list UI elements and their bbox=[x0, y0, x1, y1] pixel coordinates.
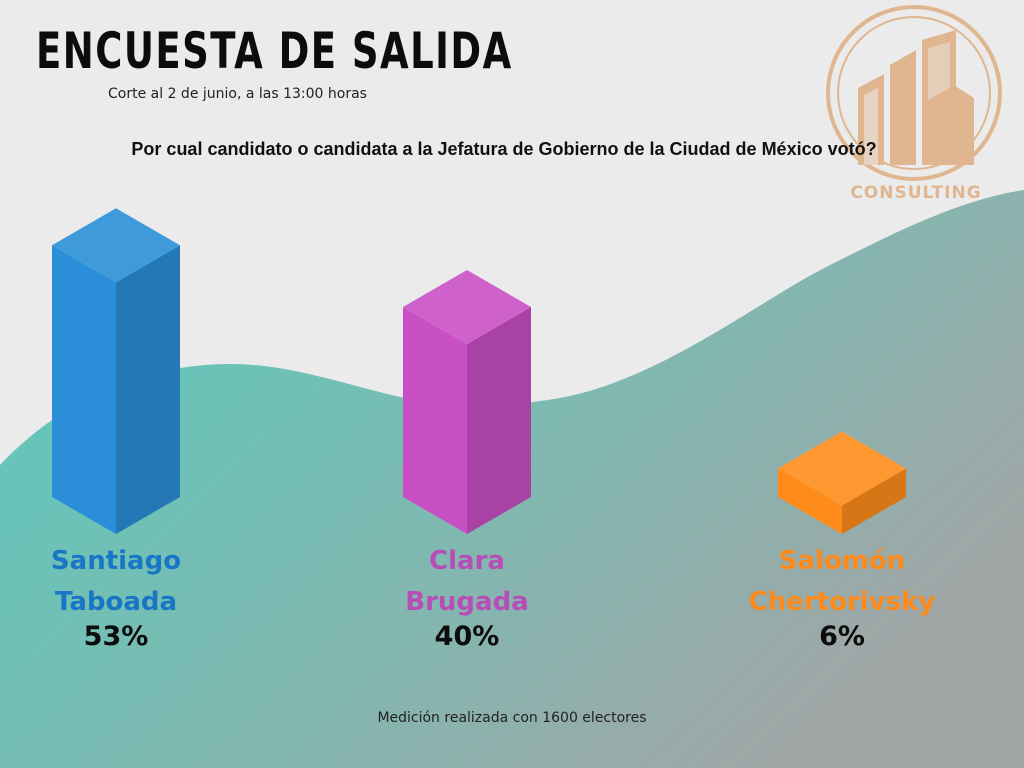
bar-left-face bbox=[778, 468, 842, 534]
bar-right-face bbox=[842, 468, 906, 534]
bar-right-face bbox=[116, 245, 180, 534]
bar-left-face bbox=[52, 245, 116, 534]
candidate-label-taboada: Santiago Taboada bbox=[0, 541, 246, 623]
footer-note: Medición realizada con 1600 electores bbox=[377, 710, 647, 726]
percent-label-brugada: 40% bbox=[434, 621, 500, 652]
bar-3 bbox=[778, 431, 906, 534]
bar-1 bbox=[52, 208, 180, 534]
candidate-last-name: Chertorivsky bbox=[748, 587, 936, 617]
building-logo-icon bbox=[826, 5, 1002, 181]
candidate-first-name: Santiago bbox=[50, 546, 182, 576]
bar-top-face bbox=[403, 270, 531, 344]
chart-question: Por cual candidato o candidata a la Jefa… bbox=[131, 139, 877, 159]
page-subtitle: Corte al 2 de junio, a las 13:00 horas bbox=[108, 86, 367, 102]
candidate-first-name: Salomón bbox=[778, 546, 906, 576]
bar-top-face bbox=[52, 208, 180, 283]
consulting-logo: CONSULTING bbox=[818, 0, 1014, 210]
logo-text: CONSULTING bbox=[850, 183, 982, 203]
candidate-label-chertorivsky: Salomón Chertorivsky bbox=[712, 541, 972, 623]
page-title: ENCUESTA DE SALIDA bbox=[36, 22, 513, 80]
percent-label-taboada: 53% bbox=[83, 621, 149, 652]
bar-left-face bbox=[403, 307, 467, 534]
bar-2 bbox=[403, 270, 531, 534]
candidate-first-name: Clara bbox=[429, 546, 505, 576]
bar-right-face bbox=[467, 307, 531, 534]
bar-top-face bbox=[778, 431, 906, 506]
candidate-last-name: Brugada bbox=[405, 587, 529, 617]
candidate-label-brugada: Clara Brugada bbox=[337, 541, 597, 623]
candidate-last-name: Taboada bbox=[54, 587, 178, 617]
percent-label-chertorivsky: 6% bbox=[819, 621, 865, 652]
